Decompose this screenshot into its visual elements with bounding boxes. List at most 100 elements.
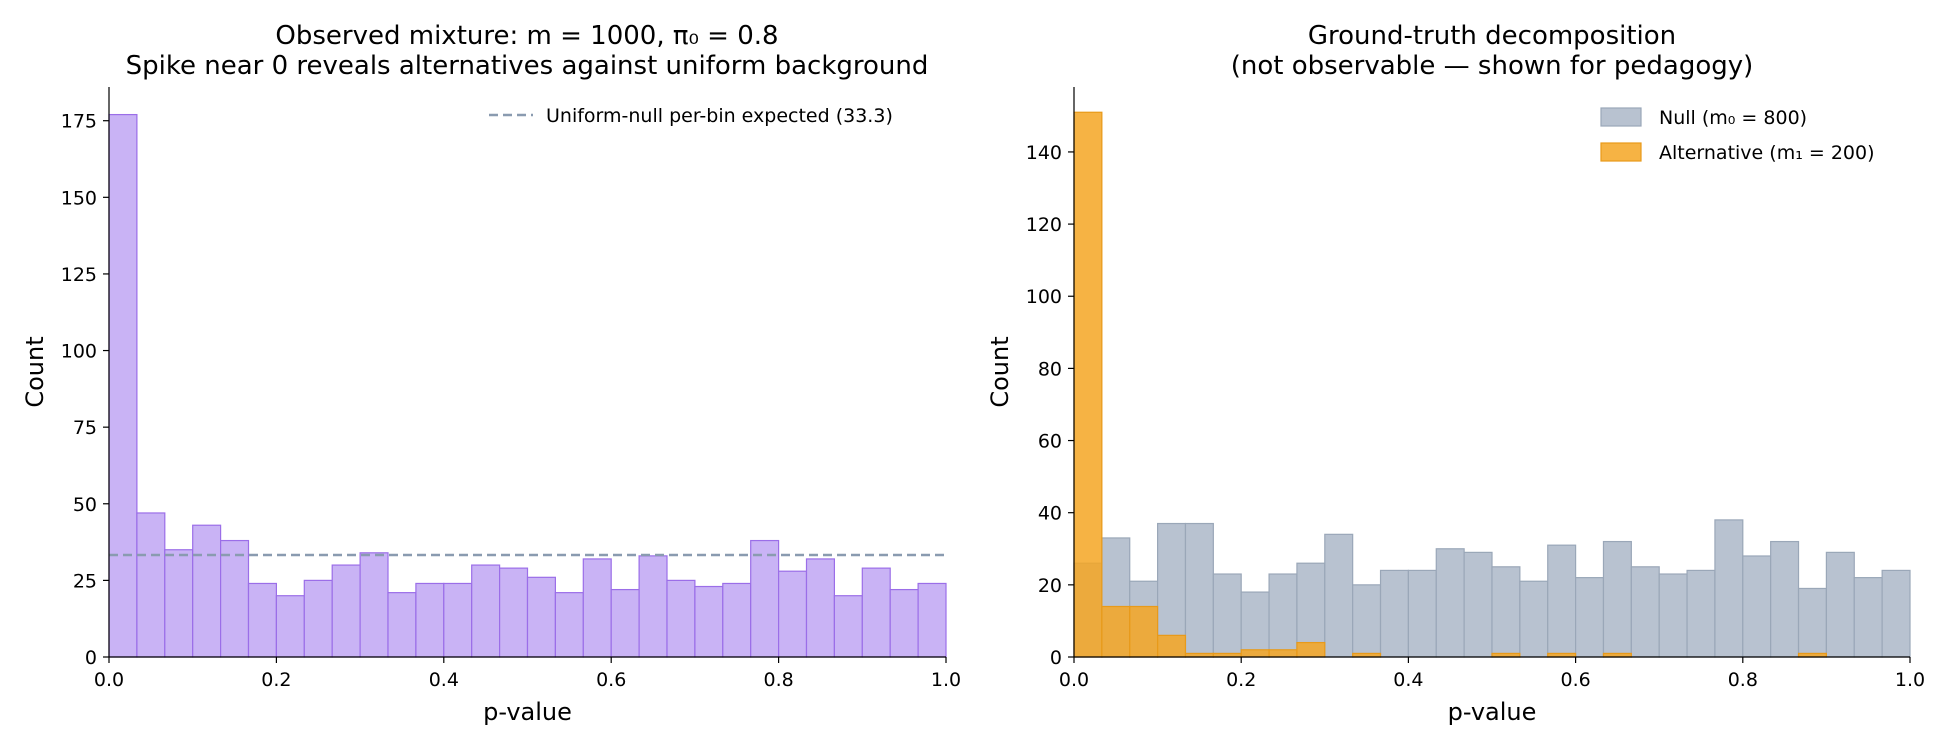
bar <box>833 595 863 658</box>
panel-observed-mixture: Observed mixture: m = 1000, π₀ = 0.8Spik… <box>21 21 961 726</box>
y-tick-label: 50 <box>73 494 97 516</box>
x-tick-label: 0.0 <box>1059 669 1089 691</box>
bar <box>1519 580 1549 658</box>
bar <box>1184 522 1214 658</box>
bar <box>582 558 612 658</box>
bar <box>666 579 696 658</box>
x-tick-label: 0.6 <box>596 669 626 691</box>
bar <box>1770 540 1800 658</box>
y-tick-label: 100 <box>61 341 97 363</box>
bar <box>526 576 556 658</box>
bar <box>777 570 808 658</box>
bar <box>1240 649 1270 658</box>
bar <box>1352 584 1382 658</box>
bar <box>917 582 947 658</box>
bar <box>694 585 724 658</box>
bar <box>1602 540 1632 658</box>
bar <box>359 552 389 658</box>
chart-title-line: (not observable — shown for pedagogy) <box>1231 51 1754 81</box>
x-tick-label: 0.0 <box>94 669 124 691</box>
y-tick-label: 20 <box>1038 575 1062 597</box>
bar <box>1379 569 1409 658</box>
y-tick-label: 25 <box>73 570 97 592</box>
bar <box>164 549 194 658</box>
legend-label: Alternative (m₁ = 200) <box>1659 142 1875 164</box>
bar <box>1574 577 1605 658</box>
bar <box>1853 577 1883 658</box>
bar <box>722 582 752 658</box>
bar <box>554 592 584 658</box>
bar <box>1268 649 1298 658</box>
bar <box>1881 569 1911 658</box>
bar <box>1268 573 1298 658</box>
bar <box>415 582 445 658</box>
y-axis-label: Count <box>986 336 1014 407</box>
bar <box>1463 551 1493 658</box>
y-tick-label: 120 <box>1026 214 1062 236</box>
bar <box>1630 566 1660 658</box>
bar <box>1212 573 1242 658</box>
bar <box>1240 591 1270 658</box>
y-tick-label: 175 <box>61 111 97 133</box>
legend-swatch <box>1600 142 1642 162</box>
bar <box>805 558 835 658</box>
x-axis-label: p-value <box>1448 698 1537 726</box>
bar <box>387 592 417 658</box>
y-tick-label: 80 <box>1038 358 1062 380</box>
x-axis-label: p-value <box>483 698 572 726</box>
x-tick-label: 0.4 <box>429 669 459 691</box>
bar <box>1825 551 1855 658</box>
panel-ground-truth: Ground-truth decomposition(not observabl… <box>986 21 1925 726</box>
y-tick-label: 0 <box>1050 647 1062 669</box>
bar <box>610 588 640 658</box>
chart-title-line: Observed mixture: m = 1000, π₀ = 0.8 <box>275 21 778 51</box>
bar <box>1435 548 1465 658</box>
bar <box>861 567 891 658</box>
x-tick-label: 0.4 <box>1393 669 1423 691</box>
bar <box>220 539 250 658</box>
bar <box>1129 605 1159 658</box>
x-tick-label: 0.2 <box>1226 669 1256 691</box>
bar <box>1797 587 1827 658</box>
chart-title-line: Spike near 0 reveals alternatives agains… <box>126 51 929 81</box>
bar <box>331 564 361 658</box>
bar <box>1491 566 1521 658</box>
y-tick-label: 75 <box>73 417 97 439</box>
bar <box>192 524 222 658</box>
legend-label: Null (m₀ = 800) <box>1659 107 1807 129</box>
x-tick-label: 0.8 <box>763 669 793 691</box>
bar <box>1073 111 1103 658</box>
y-tick-label: 60 <box>1038 431 1062 453</box>
bar <box>1714 519 1744 658</box>
x-tick-label: 0.6 <box>1560 669 1590 691</box>
bar <box>1658 573 1688 658</box>
bar <box>275 595 305 658</box>
bar <box>108 113 138 658</box>
bar <box>1324 533 1354 658</box>
bar <box>638 555 668 658</box>
bar <box>1296 641 1326 658</box>
bar <box>750 539 780 658</box>
bar <box>247 582 277 658</box>
y-tick-label: 0 <box>85 647 97 669</box>
x-tick-label: 0.8 <box>1728 669 1758 691</box>
bar <box>443 582 473 658</box>
chart-title-line: Ground-truth decomposition <box>1308 21 1676 51</box>
y-tick-label: 40 <box>1038 503 1062 525</box>
bar <box>1742 555 1772 658</box>
bar <box>303 579 333 658</box>
legend-label: Uniform-null per-bin expected (33.3) <box>546 105 893 127</box>
x-tick-label: 0.2 <box>261 669 291 691</box>
bar <box>1407 569 1437 658</box>
bar <box>1686 569 1716 658</box>
x-tick-label: 1.0 <box>931 669 961 691</box>
y-axis-label: Count <box>21 336 49 407</box>
bar <box>471 564 501 658</box>
bar <box>499 567 529 658</box>
bar <box>1101 605 1131 658</box>
bar <box>1547 544 1577 658</box>
y-tick-label: 140 <box>1026 142 1062 164</box>
y-tick-label: 100 <box>1026 286 1062 308</box>
x-tick-label: 1.0 <box>1895 669 1925 691</box>
